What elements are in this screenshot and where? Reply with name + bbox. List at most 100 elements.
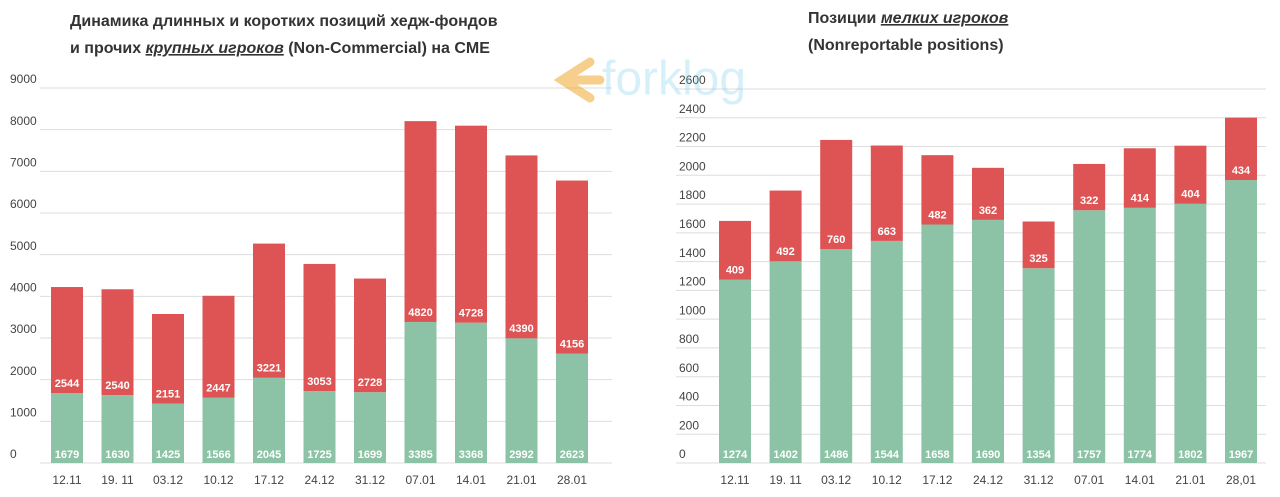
- value-label: 414: [1131, 193, 1150, 205]
- value-label: 3385: [408, 449, 432, 461]
- value-label: 4156: [560, 339, 584, 351]
- bar-segment: [972, 167, 1004, 220]
- x-tick-label: 14.01: [456, 473, 486, 487]
- x-tick-label: 24.12: [304, 473, 334, 487]
- value-label: 1354: [1026, 449, 1051, 461]
- value-label: 3368: [459, 449, 483, 461]
- x-tick-label: 31.12: [355, 473, 385, 487]
- x-tick-label: 19. 11: [101, 473, 134, 487]
- y-tick-label: 2400: [679, 102, 706, 116]
- bar-segment: [202, 295, 235, 398]
- y-tick-label: 800: [679, 332, 699, 346]
- bar-segment: [769, 190, 802, 262]
- x-tick-label: 17.12: [922, 473, 952, 487]
- title-part: Позиции: [808, 10, 881, 27]
- y-tick-label: 1600: [679, 217, 706, 231]
- y-tick-label: 200: [679, 418, 699, 432]
- value-label: 322: [1080, 195, 1098, 207]
- value-label: 4728: [459, 308, 483, 320]
- value-label: 1274: [723, 449, 748, 461]
- y-tick-label: 0: [10, 447, 17, 461]
- y-tick-label: 8000: [10, 114, 37, 128]
- x-tick-label: 10.12: [872, 473, 902, 487]
- logo-arrow: [553, 57, 605, 103]
- bar-segment: [556, 180, 588, 354]
- value-label: 1774: [1128, 449, 1153, 461]
- chart-title: Позиции мелких игроков: [808, 10, 1009, 27]
- bar-segment: [719, 220, 751, 280]
- value-label: 1757: [1077, 449, 1101, 461]
- bar-segment: [719, 279, 751, 463]
- value-label: 2045: [257, 449, 281, 461]
- value-label: 1967: [1229, 449, 1253, 461]
- value-label: 1802: [1178, 449, 1202, 461]
- x-tick-label: 07.01: [405, 473, 435, 487]
- y-tick-label: 1800: [679, 188, 706, 202]
- x-tick-label: 17.12: [254, 473, 284, 487]
- bar-segment: [1123, 207, 1156, 463]
- value-label: 1425: [156, 449, 180, 461]
- value-label: 3221: [257, 363, 281, 375]
- bar-segment: [1073, 210, 1106, 463]
- y-tick-label: 4000: [10, 281, 37, 295]
- x-tick-label: 12.11: [52, 473, 81, 487]
- y-tick-label: 9000: [10, 72, 37, 86]
- chart-title: (Nonreportable positions): [808, 37, 1004, 54]
- bar-segment: [1174, 145, 1207, 204]
- value-label: 492: [776, 246, 794, 258]
- bar-segment: [404, 321, 437, 463]
- y-tick-label: 2000: [10, 364, 37, 378]
- x-tick-label: 24.12: [973, 473, 1003, 487]
- value-label: 482: [928, 209, 946, 221]
- y-tick-label: 1000: [679, 303, 706, 317]
- bar-segment: [51, 287, 83, 394]
- x-tick-label: 21.01: [506, 473, 536, 487]
- title-part: (Non-Commercial) на CME: [284, 40, 490, 57]
- bar-segment: [1174, 203, 1207, 463]
- y-tick-label: 2000: [679, 159, 706, 173]
- value-label: 409: [726, 265, 744, 277]
- value-label: 1658: [925, 449, 949, 461]
- bar-segment: [972, 219, 1004, 463]
- y-tick-label: 2200: [679, 131, 706, 145]
- bar-segment: [455, 125, 487, 323]
- x-tick-label: 19. 11: [769, 473, 802, 487]
- bar-segment: [870, 145, 903, 241]
- value-label: 434: [1232, 165, 1251, 177]
- y-tick-label: 7000: [10, 156, 37, 170]
- bar-segment: [820, 139, 853, 250]
- x-tick-label: 28.01: [557, 473, 587, 487]
- y-tick-label: 6000: [10, 197, 37, 211]
- bar-segment: [303, 263, 336, 392]
- y-tick-label: 600: [679, 361, 699, 375]
- x-tick-label: 28,01: [1226, 473, 1256, 487]
- bar-segment: [253, 243, 285, 378]
- value-label: 760: [827, 234, 845, 246]
- x-tick-label: 03.12: [153, 473, 183, 487]
- bar-segment: [152, 403, 184, 463]
- x-tick-label: 21.01: [1175, 473, 1205, 487]
- x-tick-label: 14.01: [1125, 473, 1155, 487]
- y-tick-label: 5000: [10, 239, 37, 253]
- y-tick-label: 1200: [679, 275, 706, 289]
- bar-segment: [556, 353, 588, 463]
- x-tick-label: 12.11: [720, 473, 749, 487]
- value-label: 3053: [307, 376, 331, 388]
- bar-segment: [921, 224, 954, 463]
- bar-segment: [101, 395, 134, 463]
- bar-segment: [769, 261, 802, 463]
- value-label: 1630: [105, 449, 129, 461]
- bar-segment: [354, 392, 386, 463]
- bar-segment: [1073, 163, 1106, 211]
- bar-segment: [1225, 180, 1257, 463]
- bar-segment: [921, 155, 954, 225]
- value-label: 1544: [875, 449, 900, 461]
- value-label: 1402: [773, 449, 797, 461]
- bar-segment: [51, 393, 83, 463]
- bar-segment: [1225, 117, 1257, 181]
- value-label: 2544: [55, 378, 80, 390]
- y-tick-label: 3000: [10, 322, 37, 336]
- value-label: 1699: [358, 449, 382, 461]
- bar-segment: [870, 240, 903, 463]
- chart-title: и прочих крупных игроков (Non-Commercial…: [70, 40, 490, 57]
